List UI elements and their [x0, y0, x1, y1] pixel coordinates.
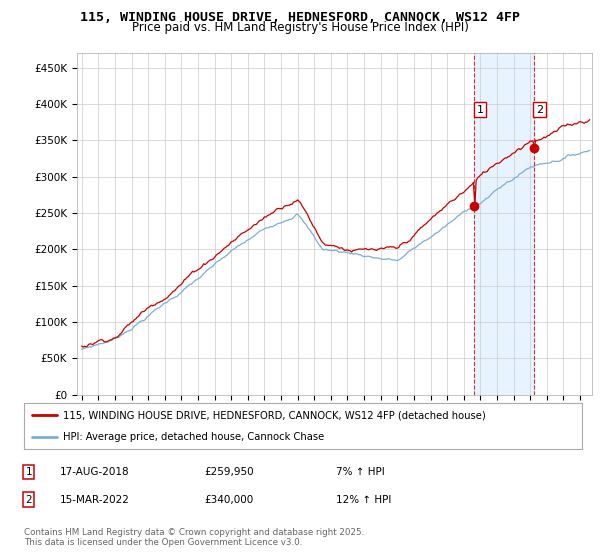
Text: Contains HM Land Registry data © Crown copyright and database right 2025.
This d: Contains HM Land Registry data © Crown c…	[24, 528, 364, 547]
Bar	[474, 53, 533, 395]
Text: 15-MAR-2022: 15-MAR-2022	[60, 494, 130, 505]
Text: £340,000: £340,000	[204, 494, 253, 505]
Text: 17-AUG-2018: 17-AUG-2018	[60, 467, 130, 477]
Text: 115, WINDING HOUSE DRIVE, HEDNESFORD, CANNOCK, WS12 4FP: 115, WINDING HOUSE DRIVE, HEDNESFORD, CA…	[80, 11, 520, 24]
Text: Price paid vs. HM Land Registry's House Price Index (HPI): Price paid vs. HM Land Registry's House …	[131, 21, 469, 34]
Text: 7% ↑ HPI: 7% ↑ HPI	[336, 467, 385, 477]
Text: 12% ↑ HPI: 12% ↑ HPI	[336, 494, 391, 505]
Text: HPI: Average price, detached house, Cannock Chase: HPI: Average price, detached house, Cann…	[63, 432, 325, 442]
Text: 115, WINDING HOUSE DRIVE, HEDNESFORD, CANNOCK, WS12 4FP (detached house): 115, WINDING HOUSE DRIVE, HEDNESFORD, CA…	[63, 410, 486, 420]
Text: 2: 2	[536, 105, 543, 115]
Text: 1: 1	[25, 467, 32, 477]
Text: 1: 1	[476, 105, 484, 115]
Text: 2: 2	[25, 494, 32, 505]
Text: £259,950: £259,950	[204, 467, 254, 477]
